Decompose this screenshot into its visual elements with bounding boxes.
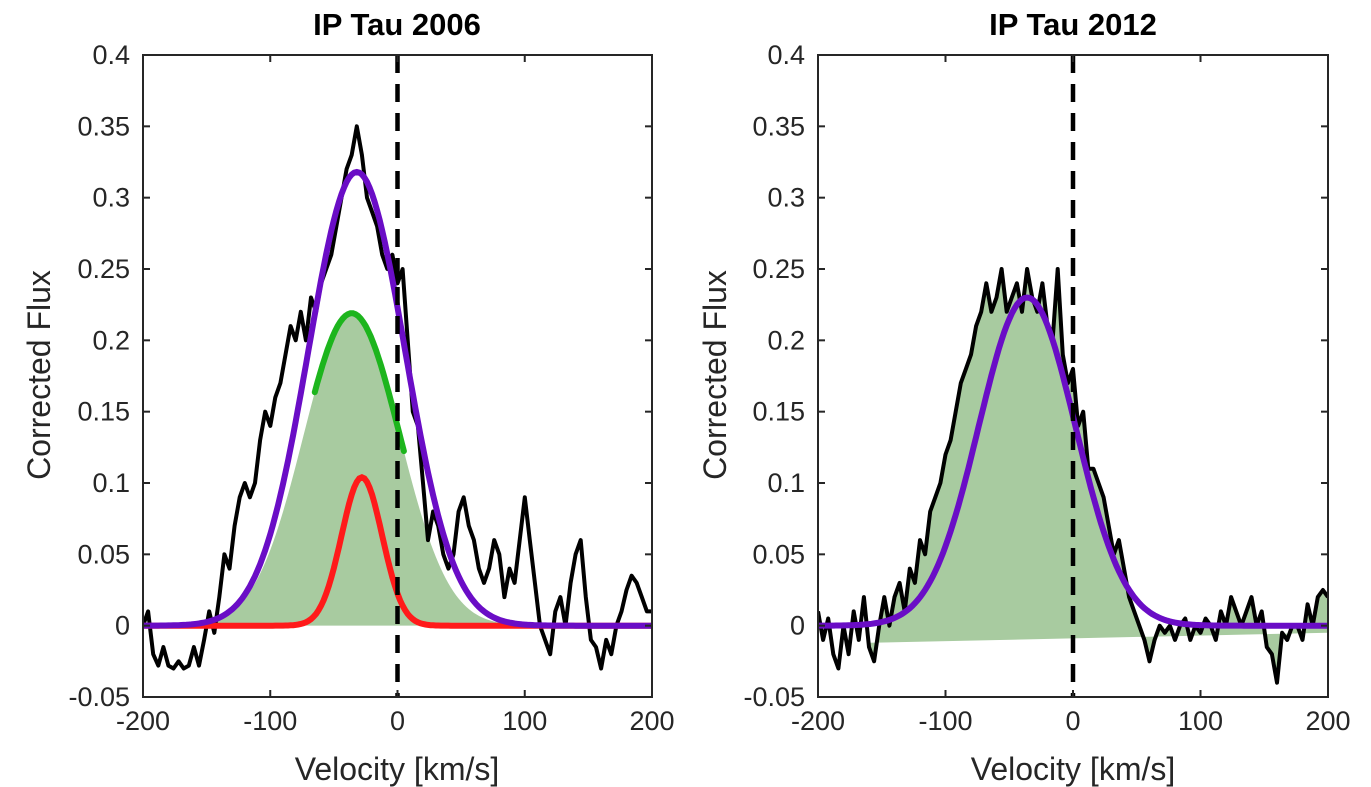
x-tick-label: 0 <box>1065 706 1080 736</box>
y-tick-label: 0.2 <box>767 325 805 355</box>
broad-component-line <box>311 310 407 455</box>
filled-area <box>869 269 1328 683</box>
x-axis-label: Velocity [km/s] <box>971 751 1176 787</box>
chart-title: IP Tau 2006 <box>313 7 481 42</box>
y-tick-label: 0.3 <box>92 183 130 213</box>
y-tick-label: -0.05 <box>743 682 805 712</box>
x-tick-label: -100 <box>243 706 297 736</box>
y-tick-label: 0.4 <box>92 40 130 70</box>
panel-ip-tau-2006: IP Tau 2006 Velocity [km/s] Corrected Fl… <box>21 7 675 787</box>
observed-spectrum-line <box>818 267 1328 685</box>
y-tick-label: 0.05 <box>77 539 130 569</box>
y-tick-label: 0.35 <box>752 111 805 141</box>
x-tick-label: 200 <box>629 706 674 736</box>
chart-title: IP Tau 2012 <box>989 7 1157 42</box>
y-tick-label: 0.25 <box>77 254 130 284</box>
y-tick-label: 0.1 <box>92 468 130 498</box>
filled-area <box>206 313 538 626</box>
y-tick-label: 0 <box>115 611 130 641</box>
total-fit-line <box>143 168 652 629</box>
y-tick-label: 0 <box>790 611 805 641</box>
x-tick-label: 0 <box>390 706 405 736</box>
x-tick-label: 100 <box>502 706 547 736</box>
y-tick-label: 0.35 <box>77 111 130 141</box>
x-tick-label: -200 <box>116 706 170 736</box>
y-tick-label: 0.25 <box>752 254 805 284</box>
y-tick-label: 0.15 <box>77 397 130 427</box>
y-tick-label: 0.4 <box>767 40 805 70</box>
panel-ip-tau-2012: IP Tau 2012 Velocity [km/s] Corrected Fl… <box>697 7 1351 787</box>
observed-spectrum-line <box>143 124 652 671</box>
plot-area: -200 -100 0 100 200 -0.05 0 0.05 0.1 0.15 0.2 0.25 0… <box>743 40 1350 736</box>
plot-area: -200 -100 0 100 200 -0.05 0 0.05 0.1 0.15 0.2 0.25 0… <box>68 40 674 736</box>
x-tick-label: -200 <box>791 706 845 736</box>
y-tick-label: 0.15 <box>752 397 805 427</box>
x-tick-label: -100 <box>918 706 972 736</box>
y-tick-label: 0.3 <box>767 183 805 213</box>
y-tick-label: 0.2 <box>92 325 130 355</box>
y-tick-label: -0.05 <box>68 682 130 712</box>
x-tick-label: 100 <box>1178 706 1223 736</box>
y-tick-label: 0.1 <box>767 468 805 498</box>
y-tick-label: 0.05 <box>752 539 805 569</box>
x-axis-label: Velocity [km/s] <box>295 751 500 787</box>
y-axis-label: Corrected Flux <box>697 270 733 480</box>
x-tick-label: 200 <box>1305 706 1350 736</box>
y-axis-label: Corrected Flux <box>21 270 57 480</box>
